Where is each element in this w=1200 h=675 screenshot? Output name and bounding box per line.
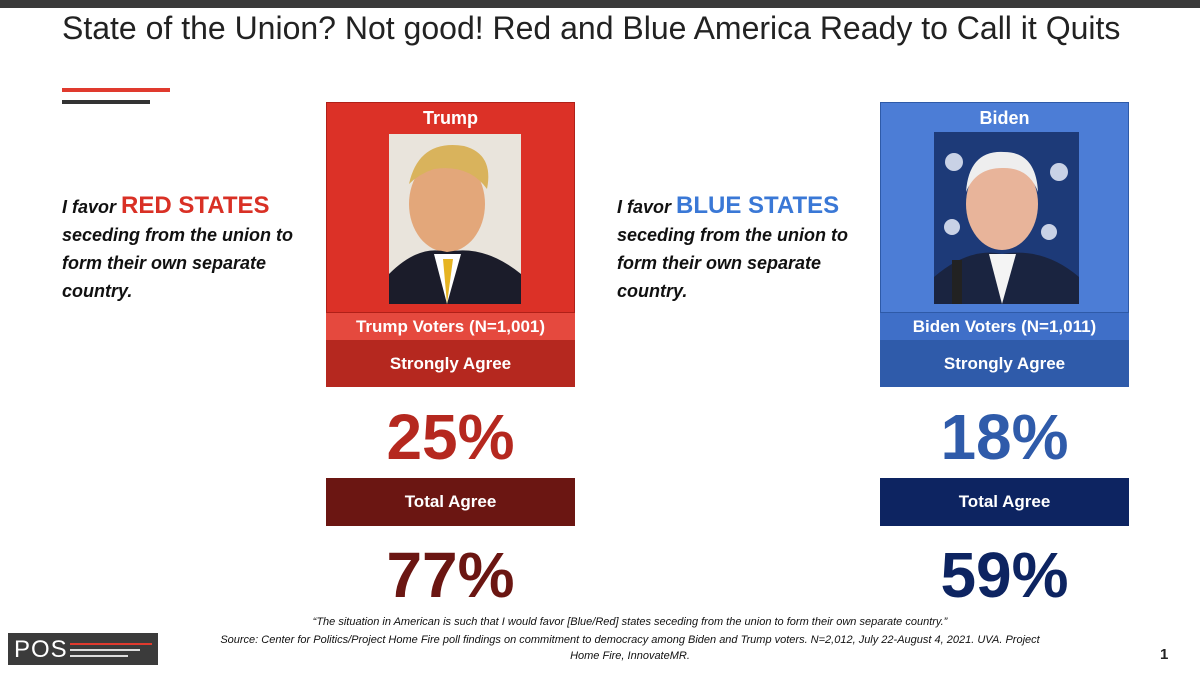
candidate-photo	[934, 132, 1079, 304]
voters-label: Biden Voters (N=1,011)	[880, 313, 1129, 340]
voters-label: Trump Voters (N=1,001)	[326, 313, 575, 340]
logo: POS	[8, 633, 158, 665]
footnote-quote: “The situation in American is such that …	[312, 616, 948, 628]
logo-line	[70, 643, 152, 645]
logo-text: POS	[14, 636, 68, 663]
total-label: Total Agree	[880, 478, 1129, 526]
strongly-label: Strongly Agree	[880, 340, 1129, 387]
title-underline	[62, 88, 170, 92]
candidate-name: Biden	[979, 108, 1030, 128]
top-bar	[0, 0, 1200, 8]
logo-line	[70, 649, 140, 651]
total-value: 59%	[940, 539, 1069, 611]
logo-line	[70, 655, 128, 657]
title-underline	[62, 100, 150, 104]
candidate-box: Trump	[326, 102, 575, 313]
statement-highlight: BLUE STATES	[676, 192, 840, 219]
statement: I favor BLUE STATES seceding from the un…	[617, 192, 877, 305]
strongly-value: 18%	[940, 401, 1069, 473]
statement: I favor RED STATES seceding from the uni…	[62, 192, 322, 305]
candidate-name: Trump	[422, 108, 478, 128]
candidate-photo	[389, 134, 521, 304]
statement-prefix: I favor	[617, 197, 672, 217]
statement-prefix: I favor	[62, 197, 117, 217]
slide-title: State of the Union? Not good! Red and Bl…	[62, 10, 1121, 46]
footnote-source: Source: Center for Politics/Project Home…	[220, 634, 1040, 662]
strongly-label: Strongly Agree	[326, 340, 575, 387]
candidate-box: Biden	[880, 102, 1129, 313]
statement-highlight: RED STATES	[121, 192, 270, 219]
page-number: 1	[1160, 646, 1169, 663]
strongly-value: 25%	[386, 401, 515, 473]
total-value: 77%	[386, 539, 515, 611]
statement-rest: seceding from the union to form their ow…	[62, 225, 294, 301]
total-label: Total Agree	[326, 478, 575, 526]
statement-rest: seceding from the union to form their ow…	[617, 225, 849, 301]
